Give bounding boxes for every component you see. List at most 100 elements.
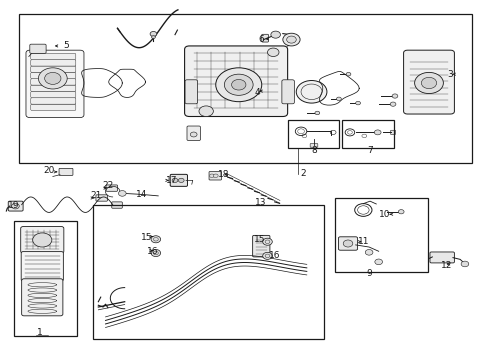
Text: 12: 12	[440, 261, 451, 270]
Circle shape	[460, 261, 468, 267]
Circle shape	[270, 31, 280, 38]
FancyBboxPatch shape	[31, 79, 76, 85]
FancyBboxPatch shape	[21, 252, 63, 281]
Circle shape	[296, 81, 326, 103]
FancyBboxPatch shape	[31, 66, 76, 72]
FancyBboxPatch shape	[21, 279, 63, 316]
Bar	[19, 14, 471, 163]
Circle shape	[389, 102, 395, 106]
Text: 2: 2	[300, 169, 305, 178]
FancyBboxPatch shape	[208, 171, 221, 180]
Text: 5: 5	[63, 41, 69, 50]
Circle shape	[151, 236, 160, 243]
FancyBboxPatch shape	[31, 91, 76, 98]
Circle shape	[314, 111, 319, 115]
Text: 15: 15	[254, 235, 265, 244]
Text: 9: 9	[366, 269, 371, 278]
FancyBboxPatch shape	[252, 235, 269, 257]
Text: 13: 13	[254, 198, 265, 207]
Circle shape	[199, 106, 213, 117]
FancyBboxPatch shape	[261, 34, 268, 42]
Circle shape	[213, 174, 218, 177]
FancyBboxPatch shape	[338, 237, 357, 250]
FancyBboxPatch shape	[186, 126, 200, 140]
Circle shape	[224, 74, 253, 95]
Circle shape	[215, 68, 261, 102]
Text: 18: 18	[218, 170, 229, 179]
FancyBboxPatch shape	[31, 85, 76, 91]
Text: 7: 7	[366, 145, 372, 154]
Text: 22: 22	[102, 181, 113, 190]
Bar	[342, 120, 393, 148]
Circle shape	[414, 72, 443, 94]
Circle shape	[374, 259, 382, 265]
Text: 4: 4	[254, 88, 260, 97]
Circle shape	[190, 132, 197, 137]
FancyBboxPatch shape	[31, 104, 76, 111]
Circle shape	[365, 249, 372, 255]
Bar	[92, 206, 323, 339]
Bar	[287, 120, 339, 148]
Circle shape	[209, 174, 214, 177]
FancyBboxPatch shape	[112, 202, 122, 208]
Text: 8: 8	[310, 145, 316, 154]
Bar	[14, 221, 77, 336]
Circle shape	[39, 68, 67, 89]
Circle shape	[172, 178, 178, 183]
Circle shape	[262, 252, 272, 259]
Circle shape	[391, 94, 397, 98]
Text: 19: 19	[8, 201, 19, 210]
FancyBboxPatch shape	[26, 50, 84, 118]
Circle shape	[374, 130, 380, 135]
Circle shape	[178, 178, 184, 183]
Circle shape	[267, 48, 279, 57]
Circle shape	[33, 233, 52, 247]
FancyBboxPatch shape	[170, 174, 187, 186]
FancyBboxPatch shape	[31, 98, 76, 104]
Text: 10: 10	[378, 210, 389, 219]
FancyBboxPatch shape	[96, 195, 107, 201]
Text: 16: 16	[146, 247, 158, 256]
Text: 11: 11	[357, 237, 368, 246]
FancyBboxPatch shape	[184, 80, 197, 104]
Text: 3: 3	[447, 70, 452, 79]
FancyBboxPatch shape	[309, 144, 317, 147]
Circle shape	[118, 190, 126, 196]
Circle shape	[231, 80, 245, 90]
Circle shape	[336, 97, 341, 100]
Text: 16: 16	[268, 251, 280, 260]
FancyBboxPatch shape	[59, 168, 73, 175]
Text: 21: 21	[90, 192, 102, 201]
Bar	[334, 198, 427, 273]
Text: 15: 15	[141, 233, 152, 242]
Text: 6: 6	[257, 35, 263, 44]
Text: 14: 14	[136, 190, 147, 199]
Text: 1: 1	[37, 328, 42, 337]
Circle shape	[150, 31, 157, 36]
FancyBboxPatch shape	[281, 80, 294, 104]
FancyBboxPatch shape	[30, 44, 46, 53]
Circle shape	[151, 249, 160, 257]
Circle shape	[346, 72, 350, 76]
FancyBboxPatch shape	[429, 252, 453, 263]
Circle shape	[355, 101, 360, 105]
FancyBboxPatch shape	[31, 60, 76, 66]
Text: 20: 20	[44, 166, 55, 175]
FancyBboxPatch shape	[184, 46, 287, 117]
Circle shape	[33, 46, 40, 51]
Circle shape	[151, 36, 155, 39]
Circle shape	[44, 72, 61, 84]
FancyBboxPatch shape	[8, 201, 23, 211]
Circle shape	[343, 240, 352, 247]
Circle shape	[262, 238, 272, 245]
Text: 17: 17	[165, 176, 177, 185]
FancyBboxPatch shape	[106, 185, 117, 191]
FancyBboxPatch shape	[31, 72, 76, 79]
Circle shape	[12, 203, 19, 209]
FancyBboxPatch shape	[390, 130, 395, 135]
FancyBboxPatch shape	[31, 53, 76, 60]
Circle shape	[421, 77, 436, 89]
FancyBboxPatch shape	[20, 226, 64, 253]
FancyBboxPatch shape	[403, 50, 453, 114]
Circle shape	[398, 210, 403, 214]
